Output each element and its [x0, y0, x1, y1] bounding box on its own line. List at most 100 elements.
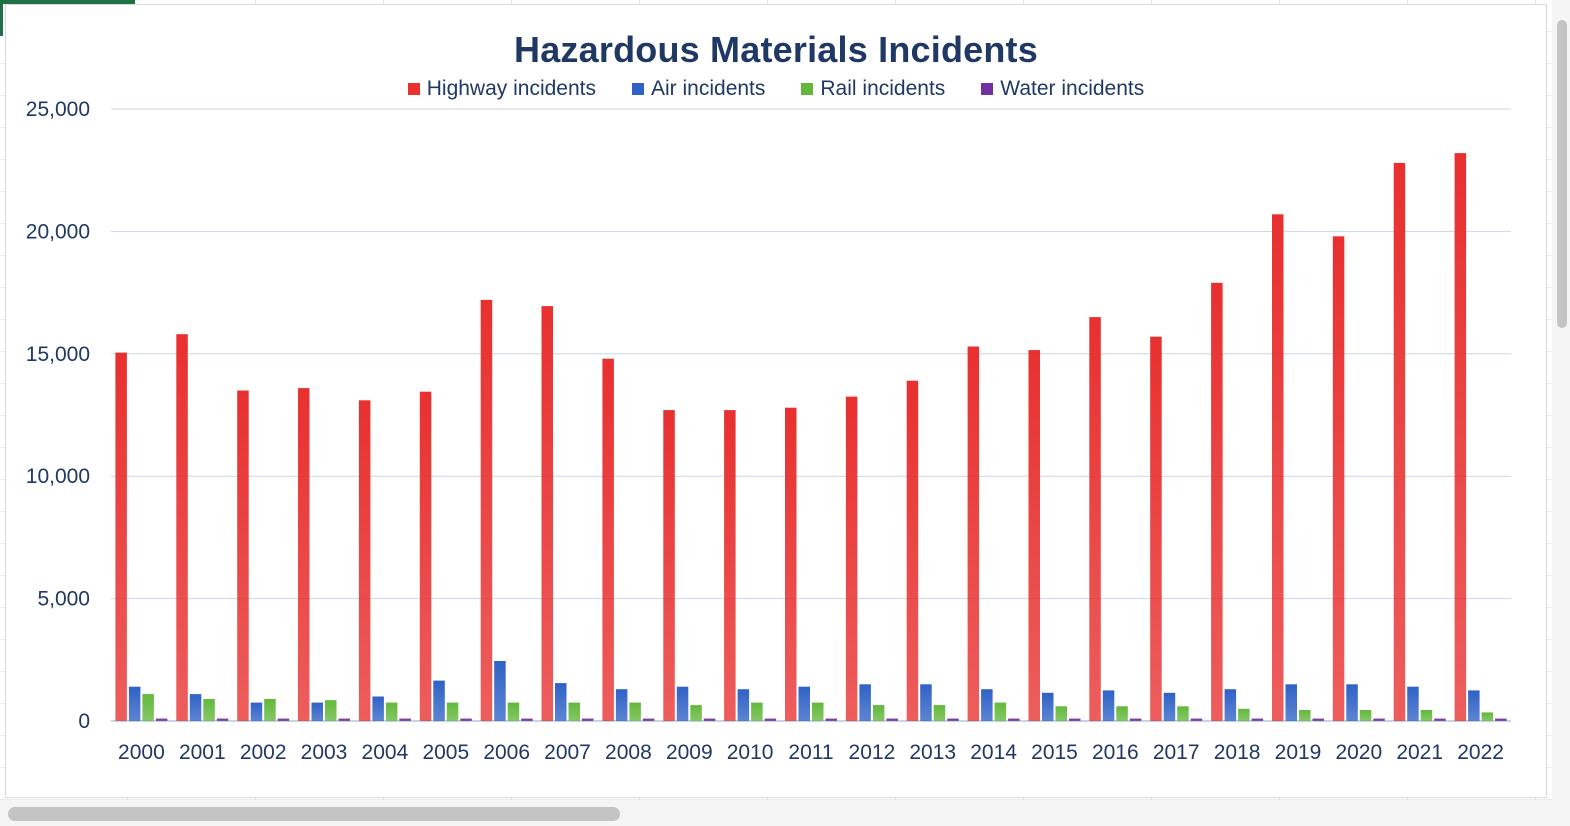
bar-rail-incidents: [1055, 706, 1067, 721]
bar-rail-incidents: [872, 705, 885, 721]
x-tick-label: 2014: [970, 741, 1017, 764]
chart-area[interactable]: 0 5,000 10,000 15,000 20,000 25,000 2000 2001 20…: [5, 4, 1547, 798]
x-tick-label: 2017: [1153, 741, 1200, 764]
x-tick-label: 2005: [422, 741, 469, 764]
bar-rail-incidents: [325, 700, 337, 721]
y-tick-label: 15,000: [26, 343, 90, 366]
bar-rail-incidents: [264, 699, 276, 721]
legend-label: Highway incidents: [426, 77, 596, 100]
bar-highway-incidents: [906, 380, 919, 721]
bar-rail-incidents: [690, 705, 702, 721]
bar-air-incidents: [128, 686, 141, 721]
bar-air-incidents: [1163, 692, 1176, 721]
x-tick-label: 2021: [1396, 741, 1443, 764]
bar-highway-incidents: [419, 391, 432, 721]
bar-highway-incidents: [480, 299, 493, 721]
active-cell-marker: [0, 0, 135, 4]
bar-water-incidents: [1008, 718, 1020, 721]
bar-water-incidents: [1190, 718, 1203, 721]
x-tick-label: 2020: [1335, 741, 1382, 764]
bar-air-incidents: [555, 683, 567, 721]
legend-item-air-incidents: Air incidents: [632, 77, 765, 101]
bar-water-incidents: [1129, 718, 1142, 721]
bar-air-incidents: [311, 702, 323, 721]
bar-rail-incidents: [446, 702, 459, 721]
bar-air-incidents: [494, 661, 506, 721]
x-tick-label: 2007: [544, 741, 591, 764]
bar-water-incidents: [825, 718, 837, 721]
x-tick-label: 2006: [483, 741, 530, 764]
bar-rail-incidents: [507, 702, 520, 721]
bar-highway-incidents: [115, 352, 127, 721]
bar-air-incidents: [920, 684, 932, 721]
legend-swatch: [632, 83, 644, 95]
bar-highway-incidents: [1211, 282, 1223, 721]
bar-highway-incidents: [1454, 153, 1467, 722]
legend-item-rail-incidents: Rail incidents: [801, 77, 945, 101]
x-tick-label: 2010: [727, 741, 774, 764]
bar-air-incidents: [615, 689, 628, 721]
bar-air-incidents: [1285, 684, 1297, 721]
x-tick-label: 2001: [179, 741, 226, 764]
bar-water-incidents: [460, 718, 472, 721]
bar-rail-incidents: [1177, 706, 1189, 721]
horizontal-scrollbar-thumb[interactable]: [8, 807, 620, 821]
bar-rail-incidents: [203, 699, 215, 721]
bar-highway-incidents: [663, 410, 675, 721]
bar-rail-incidents: [933, 705, 946, 721]
bar-rail-incidents: [1420, 710, 1433, 721]
bar-air-incidents: [1468, 690, 1480, 721]
bar-highway-incidents: [724, 410, 736, 721]
bar-air-incidents: [250, 702, 263, 721]
bar-water-incidents: [399, 718, 411, 721]
bar-water-incidents: [1312, 718, 1324, 721]
bar-water-incidents: [703, 718, 716, 721]
x-tick-label: 2019: [1275, 741, 1322, 764]
bar-rail-incidents: [1481, 712, 1494, 721]
x-tick-label: 2003: [301, 741, 348, 764]
y-tick-label: 5,000: [37, 588, 90, 611]
vertical-scrollbar-thumb[interactable]: [1557, 20, 1567, 328]
bar-rail-incidents: [994, 702, 1007, 721]
bar-rail-incidents: [751, 702, 763, 721]
x-tick-label: 2000: [118, 741, 165, 764]
x-tick-label: 2018: [1214, 741, 1261, 764]
bar-highway-incidents: [845, 396, 858, 721]
bar-highway-incidents: [602, 358, 614, 721]
bar-rail-incidents: [385, 702, 398, 721]
x-tick-label: 2008: [605, 741, 652, 764]
bar-air-incidents: [372, 696, 384, 721]
bar-rail-incidents: [568, 702, 580, 721]
y-tick-label: 10,000: [26, 465, 90, 488]
bar-water-incidents: [642, 718, 655, 721]
bar-water-incidents: [886, 718, 898, 721]
bar-air-incidents: [189, 694, 202, 721]
legend-item-water-incidents: Water incidents: [981, 77, 1144, 101]
bar-rail-incidents: [142, 694, 154, 721]
bar-water-incidents: [521, 718, 533, 721]
bar-air-incidents: [859, 684, 871, 721]
legend-swatch: [981, 83, 994, 95]
bar-air-incidents: [1224, 689, 1237, 721]
x-tick-label: 2012: [849, 741, 896, 764]
bar-water-incidents: [277, 718, 290, 721]
bar-rail-incidents: [812, 702, 824, 721]
bar-rail-incidents: [629, 702, 641, 721]
bar-rail-incidents: [1238, 708, 1250, 721]
bar-highway-incidents: [358, 400, 371, 721]
bar-water-incidents: [338, 718, 350, 721]
bar-water-incidents: [1495, 718, 1507, 721]
bar-water-incidents: [155, 718, 168, 721]
y-tick-label: 25,000: [26, 98, 90, 121]
bar-water-incidents: [1069, 718, 1081, 721]
bar-highway-incidents: [1272, 214, 1284, 722]
x-tick-label: 2011: [788, 741, 833, 764]
legend-swatch: [801, 83, 814, 95]
legend-item-highway-incidents: Highway incidents: [407, 77, 596, 101]
bar-rail-incidents: [1116, 706, 1128, 721]
bar-highway-incidents: [176, 334, 188, 721]
bar-highway-incidents: [967, 346, 980, 721]
legend-label: Rail incidents: [820, 77, 946, 100]
x-tick-label: 2016: [1092, 741, 1139, 764]
x-tick-label: 2004: [362, 741, 409, 764]
